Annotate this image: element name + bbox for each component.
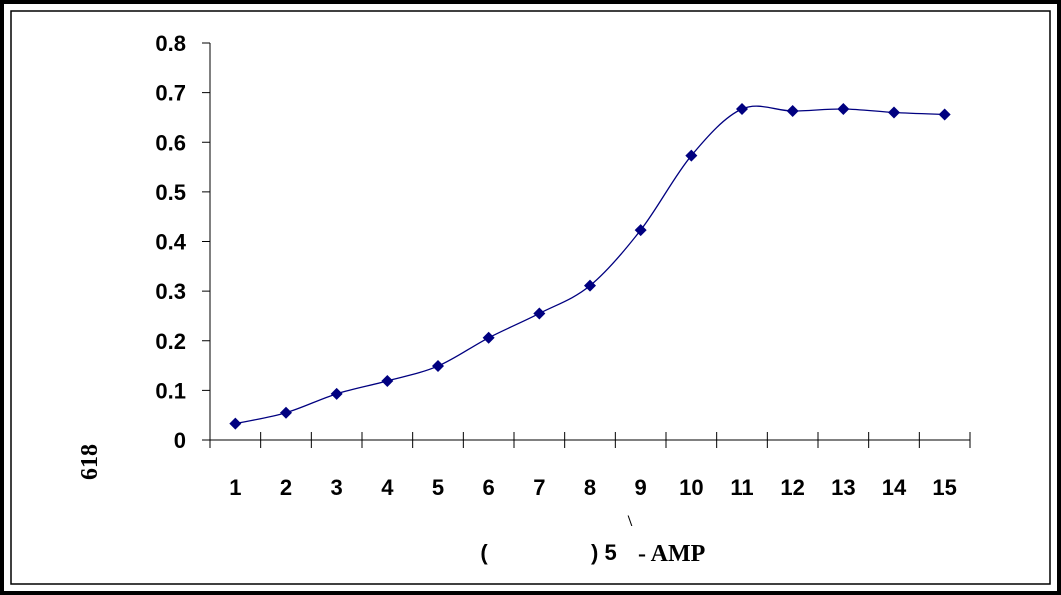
y-tick-label: 0.7 — [155, 81, 186, 106]
x-tick-label: 14 — [882, 475, 907, 500]
y-tick-labels: 0 0.1 0.2 0.3 0.4 0.5 0.6 0.7 0.8 — [155, 31, 186, 453]
data-point — [837, 103, 850, 116]
x-tick-label: 3 — [331, 475, 343, 500]
data-point — [685, 149, 698, 162]
data-point — [736, 103, 748, 116]
x-tick-label: 15 — [932, 475, 956, 500]
x-tick-label: 6 — [483, 475, 495, 500]
y-tick-label: 0.1 — [155, 378, 186, 403]
x-tick-label: 10 — [679, 475, 703, 500]
data-point — [888, 106, 900, 119]
x-tick-label: 12 — [780, 475, 804, 500]
data-point — [634, 224, 647, 237]
x-tick-label: 4 — [381, 475, 394, 500]
y-tick-label: 0.8 — [155, 31, 186, 56]
x-tick-label: 8 — [584, 475, 596, 500]
y-tick-label: 0.5 — [155, 180, 186, 205]
y-tick-label: 0.2 — [155, 329, 186, 354]
data-point — [229, 417, 242, 430]
x-tick-label: 11 — [730, 475, 753, 500]
x-tick-labels: 1 2 3 4 5 6 7 8 9 10 11 12 13 14 15 — [229, 475, 957, 500]
x-label-close-paren-number: ) 5 — [591, 540, 617, 565]
x-label-open-paren: ( — [480, 540, 488, 565]
series-markers — [229, 103, 951, 430]
data-point — [786, 104, 799, 117]
data-point — [330, 387, 343, 400]
x-tick-label: 5 — [432, 475, 444, 500]
x-tick-label: 2 — [280, 475, 292, 500]
y-tick-label: 0.4 — [155, 230, 186, 255]
data-point — [938, 108, 951, 121]
data-point — [280, 406, 292, 419]
x-tick-label: 1 — [229, 475, 241, 500]
y-tick-label: 0.3 — [155, 279, 186, 304]
x-label-suffix: - AMP — [638, 541, 705, 567]
data-point — [584, 279, 596, 292]
x-axis-label: ( ) 5 \ - AMP — [480, 513, 705, 567]
x-label-mark: \ — [627, 513, 633, 530]
y-axis-label: 618 — [77, 444, 103, 480]
x-tick-label: 13 — [831, 475, 855, 500]
data-point — [381, 374, 394, 387]
y-tick-label: 0 — [174, 428, 186, 453]
inner-border — [10, 10, 1051, 585]
x-ticks — [209, 432, 971, 448]
series-line — [235, 105, 945, 425]
data-point — [482, 331, 495, 344]
data-point — [533, 307, 546, 320]
x-tick-label: 9 — [635, 475, 647, 500]
data-point — [432, 360, 444, 373]
x-tick-label: 7 — [533, 475, 545, 500]
y-tick-label: 0.6 — [155, 130, 186, 155]
y-ticks — [202, 42, 210, 441]
